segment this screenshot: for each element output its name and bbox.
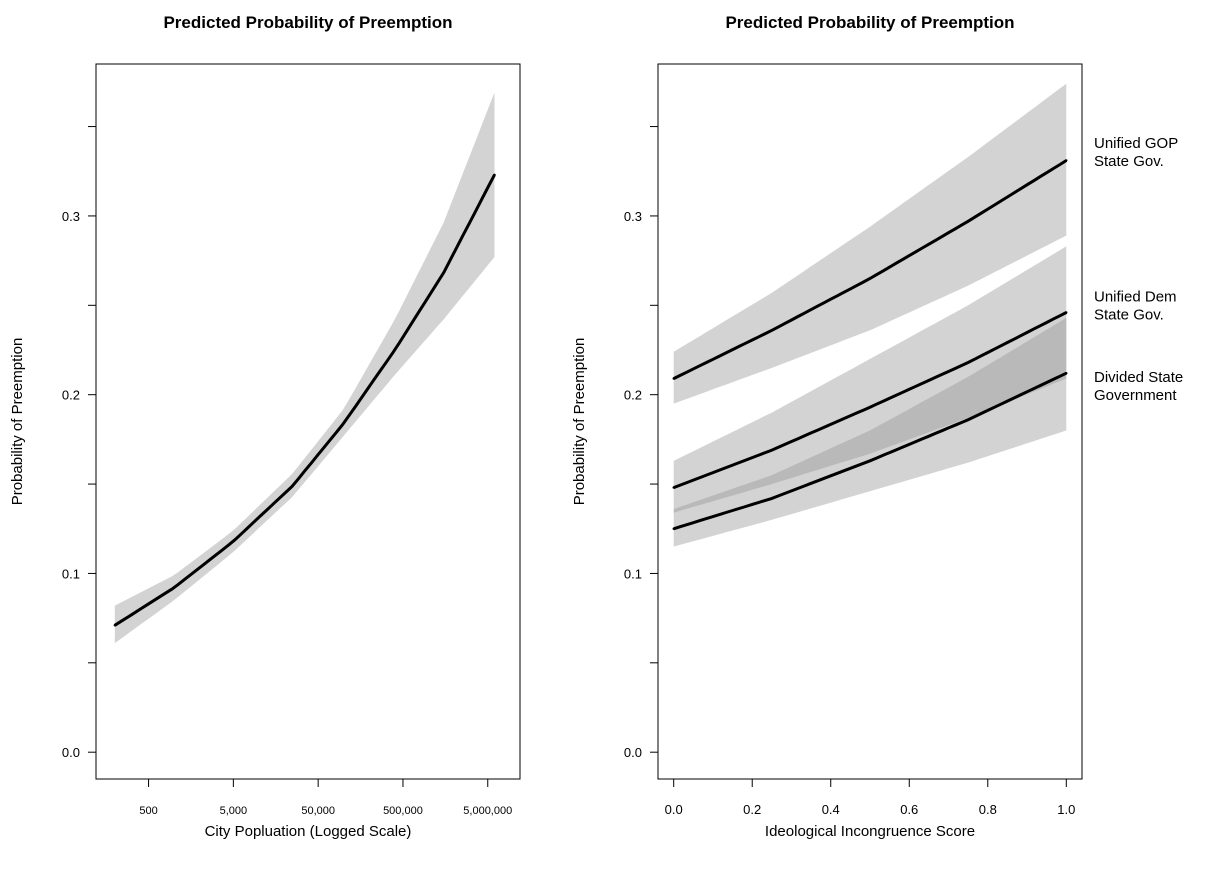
y-axis-label-0: Probability of Preemption [9, 338, 26, 506]
x-tick-label-0-4: 5,000,000 [463, 805, 512, 817]
y-tick-label-0-4: 0.2 [62, 388, 80, 403]
data-point-1-0-0 [672, 377, 675, 380]
data-point-1-1-1 [770, 448, 774, 452]
y-tick-label-1-4: 0.2 [624, 388, 642, 403]
data-point-0-0-0 [113, 624, 117, 627]
plot-frame-0 [95, 63, 521, 780]
x-tick-label-0-2: 50,000 [301, 805, 335, 817]
series-label-1-0-1: State Gov. [1094, 153, 1164, 170]
series-line-0-0 [113, 174, 496, 627]
plot-frame-1 [657, 63, 1083, 780]
data-point-0-0-5 [393, 348, 396, 352]
chart-title-1: Predicted Probability of Preemption [725, 13, 1014, 32]
series-label-1-2-1: Government [1094, 387, 1177, 404]
series-label-1-1-0: Unified Dem [1094, 289, 1177, 306]
series-label-1-1-1: State Gov. [1094, 307, 1164, 324]
data-point-1-2-2 [868, 459, 872, 462]
chart-title-0: Predicted Probability of Preemption [163, 13, 452, 32]
data-point-1-1-0 [672, 486, 675, 489]
data-point-1-1-3 [966, 361, 970, 364]
y-tick-label-0-6: 0.3 [62, 209, 80, 224]
data-point-0-0-7 [493, 173, 496, 176]
confidence-band-1-0 [673, 83, 1067, 404]
y-tick-label-0-0: 0.0 [62, 745, 80, 760]
x-tick-label-1-4: 0.8 [979, 802, 997, 817]
series-label-1-2-0: Divided State [1094, 369, 1183, 386]
data-point-1-2-4 [1065, 372, 1068, 375]
data-point-1-0-1 [770, 329, 774, 332]
data-point-1-0-4 [1065, 159, 1068, 162]
y-tick-label-0-2: 0.1 [62, 566, 80, 581]
x-tick-label-0-0: 500 [139, 805, 157, 817]
series-label-1-0-0: Unified GOP [1094, 135, 1178, 152]
x-axis-label-1: Ideological Incongruence Score [765, 823, 975, 840]
x-tick-label-1-3: 0.6 [900, 802, 918, 817]
confidence-band-1-2 [673, 317, 1067, 547]
data-point-1-0-2 [868, 277, 872, 280]
x-tick-label-0-1: 5,000 [220, 805, 248, 817]
y-axis-label-1: Probability of Preemption [571, 338, 588, 506]
confidence-band-1-1 [673, 246, 1067, 513]
x-tick-label-1-2: 0.4 [822, 802, 840, 817]
y-tick-label-1-6: 0.3 [624, 209, 642, 224]
data-point-1-2-0 [672, 527, 675, 530]
y-tick-label-1-0: 0.0 [624, 745, 642, 760]
x-tick-label-1-0: 0.0 [665, 802, 683, 817]
confidence-band-0-0 [114, 92, 495, 644]
x-tick-label-1-5: 1.0 [1057, 802, 1075, 817]
data-point-0-0-2 [232, 540, 235, 543]
data-point-0-0-3 [291, 484, 294, 488]
y-tick-label-1-2: 0.1 [624, 566, 642, 581]
data-point-0-0-6 [442, 271, 445, 275]
data-point-1-2-3 [966, 418, 970, 421]
data-point-0-0-4 [342, 422, 345, 425]
x-axis-label-0: City Popluation (Logged Scale) [205, 823, 412, 840]
data-point-1-2-1 [770, 497, 774, 500]
data-point-0-0-1 [172, 586, 176, 589]
x-tick-label-0-3: 500,000 [383, 805, 423, 817]
data-point-1-0-3 [966, 220, 970, 223]
data-point-1-1-4 [1065, 311, 1068, 314]
x-tick-label-1-1: 0.2 [743, 802, 761, 817]
data-point-1-1-2 [868, 406, 872, 409]
